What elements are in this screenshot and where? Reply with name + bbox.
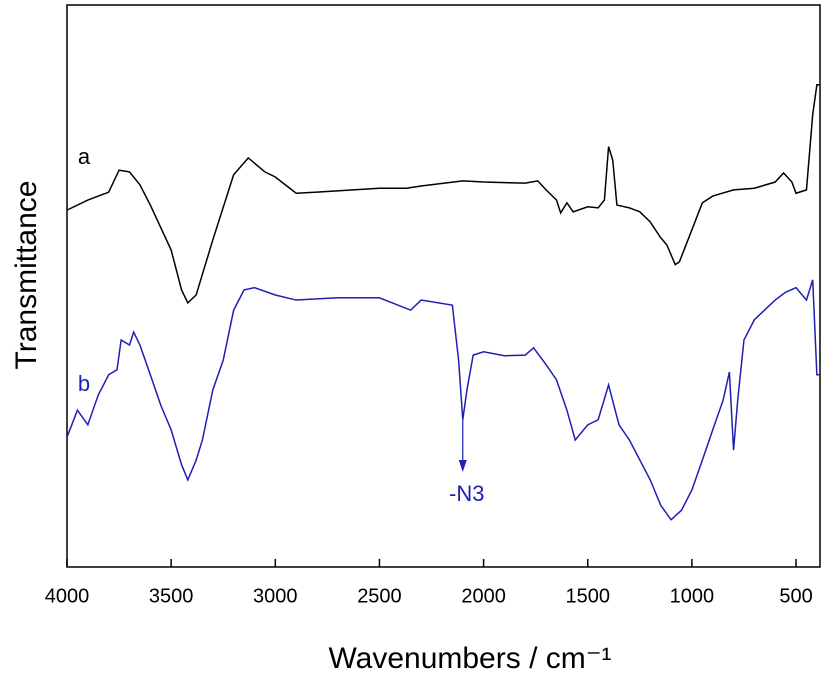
spectrum-line xyxy=(66,84,820,305)
x-tick-label: 1000 xyxy=(670,585,715,607)
series-label: b xyxy=(78,371,90,396)
x-tick-label: 500 xyxy=(779,585,812,607)
spectrum-line xyxy=(66,279,820,521)
x-tick-label: 4000 xyxy=(45,585,90,607)
x-tick-label: 2000 xyxy=(461,585,506,607)
annotation-arrowhead xyxy=(458,460,467,472)
x-tick-label: 3500 xyxy=(149,585,194,607)
plot-frame xyxy=(66,4,821,568)
x-axis-label: Wavenumbers / cm⁻¹ xyxy=(328,642,611,675)
annotation: -N3 xyxy=(449,481,484,506)
x-tick-label: 2500 xyxy=(357,585,402,607)
series-label: a xyxy=(78,144,91,169)
y-axis-label: Transmittance xyxy=(10,181,43,370)
x-tick-label: 3000 xyxy=(253,585,298,607)
x-tick-label: 1500 xyxy=(565,585,610,607)
